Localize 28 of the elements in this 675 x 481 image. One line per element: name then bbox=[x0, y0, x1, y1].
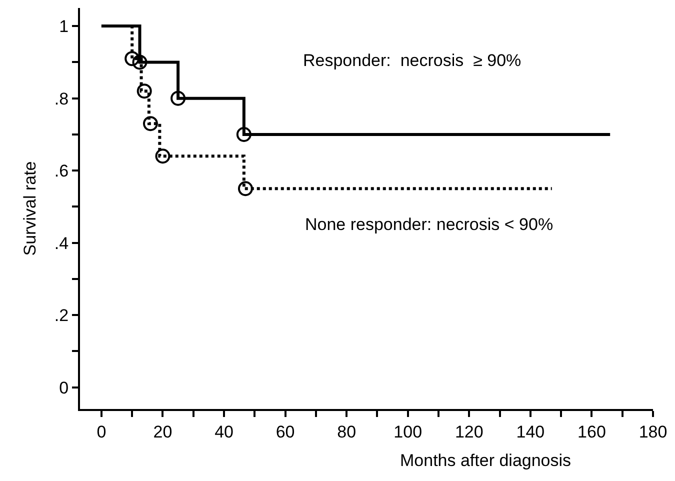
y-tick-label: .4 bbox=[54, 234, 69, 253]
x-tick-label: 120 bbox=[454, 422, 484, 442]
y-tick-label: 1 bbox=[59, 17, 69, 36]
x-tick-label: 180 bbox=[638, 422, 668, 442]
x-tick-label: 60 bbox=[276, 422, 295, 442]
x-axis-title: Months after diagnosis bbox=[400, 451, 572, 470]
y-tick-label: .8 bbox=[54, 89, 69, 108]
x-tick-label: 100 bbox=[394, 422, 422, 442]
x-tick-label: 20 bbox=[153, 422, 172, 442]
x-tick-label: 40 bbox=[214, 422, 234, 442]
x-tick-label: 140 bbox=[516, 422, 545, 442]
y-tick-label: .6 bbox=[54, 162, 69, 181]
annotation: Responder: necrosis ≥ 90% bbox=[303, 51, 522, 70]
point bbox=[170, 90, 186, 106]
point bbox=[124, 51, 140, 66]
point bbox=[236, 126, 252, 142]
annotation: None responder: necrosis < 90% bbox=[305, 215, 554, 234]
point bbox=[132, 54, 148, 70]
y-tick-label: 0 bbox=[59, 378, 69, 398]
point bbox=[155, 148, 170, 164]
y-tick-label: .2 bbox=[54, 306, 69, 326]
x-tick-label: 160 bbox=[578, 422, 606, 442]
point bbox=[238, 181, 253, 196]
point bbox=[136, 84, 152, 99]
x-tick-label: 80 bbox=[337, 422, 356, 442]
x-tick-label: 0 bbox=[96, 422, 106, 442]
point bbox=[142, 116, 158, 132]
y-axis-title: Survival rate bbox=[20, 161, 40, 256]
